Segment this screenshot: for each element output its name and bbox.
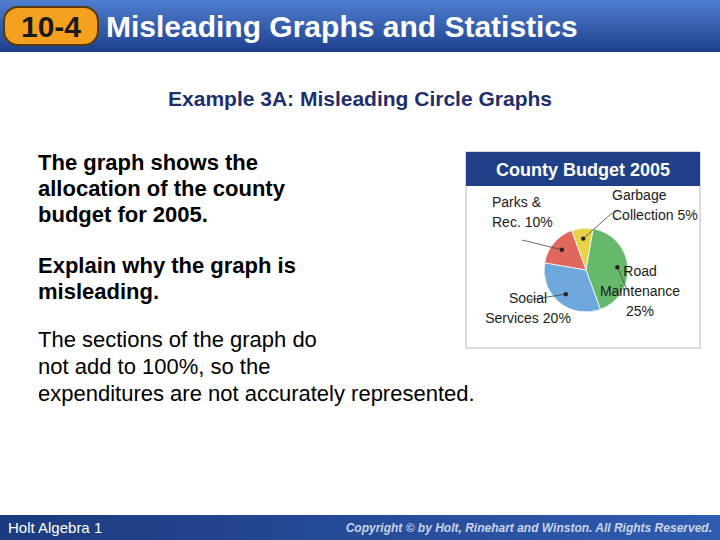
- label-category: Social: [509, 290, 547, 306]
- question-text: Explain why the graph is: [38, 253, 296, 278]
- label-category: Rec.: [492, 214, 521, 230]
- answer-text: not add to 100%, so the: [38, 354, 270, 379]
- leader-line: [583, 213, 612, 239]
- label-category: Road: [623, 263, 656, 279]
- section-badge: [4, 7, 98, 45]
- label-line: Services20%: [485, 310, 571, 326]
- intro-text: The graph shows the: [38, 150, 258, 175]
- header-title: Misleading Graphs and Statistics: [106, 10, 578, 43]
- label-value: 20%: [543, 310, 571, 326]
- label-category: Services: [485, 310, 539, 326]
- pie-slice: [545, 231, 586, 270]
- leader-dot: [615, 265, 619, 269]
- leader-line: [522, 240, 562, 250]
- label-value: 10%: [525, 214, 553, 230]
- question-text: misleading.: [38, 279, 159, 304]
- leader-dot: [560, 248, 564, 252]
- header-bar: [0, 0, 720, 52]
- label-category: Collection: [612, 207, 673, 223]
- leader-dot: [581, 236, 585, 240]
- label-value: 5%: [677, 207, 697, 223]
- intro-text: budget for 2005.: [38, 202, 208, 227]
- slide: 10-4 Misleading Graphs and Statistics Exam…: [0, 0, 720, 540]
- label-category: Parks &: [492, 194, 542, 210]
- label-category: Maintenance: [600, 283, 680, 299]
- footer-left: Holt Algebra 1: [8, 519, 102, 536]
- answer-text: expenditures are not accurately represen…: [38, 381, 475, 406]
- footer-right: Copyright © by Holt, Rinehart and Winsto…: [346, 521, 712, 535]
- pie-slice: [544, 263, 600, 312]
- footer-bar: [0, 515, 720, 540]
- pie: [544, 228, 628, 312]
- leader-dot: [564, 292, 568, 296]
- label-category: Garbage: [612, 187, 667, 203]
- data-label: Garbage Collection5%: [612, 187, 698, 223]
- data-labels: Garbage Collection5% Road Maintenance 25% Soc…: [485, 187, 698, 326]
- label-line: Collection5%: [612, 207, 698, 223]
- chart-title-bar: [466, 152, 700, 186]
- chart-frame: [466, 152, 700, 348]
- label-value: 25%: [626, 303, 654, 319]
- example-title: Example 3A: Misleading Circle Graphs: [168, 87, 552, 110]
- data-label: Social Services20%: [485, 290, 571, 326]
- data-label: Road Maintenance 25%: [600, 263, 680, 319]
- label-line: Rec.10%: [492, 214, 553, 230]
- answer-text: The sections of the graph do: [38, 327, 317, 352]
- intro-text: allocation of the county: [38, 176, 286, 201]
- section-number: 10-4: [21, 10, 81, 43]
- data-label: Parks & Rec.10%: [492, 194, 553, 230]
- chart-title: County Budget 2005: [496, 160, 670, 180]
